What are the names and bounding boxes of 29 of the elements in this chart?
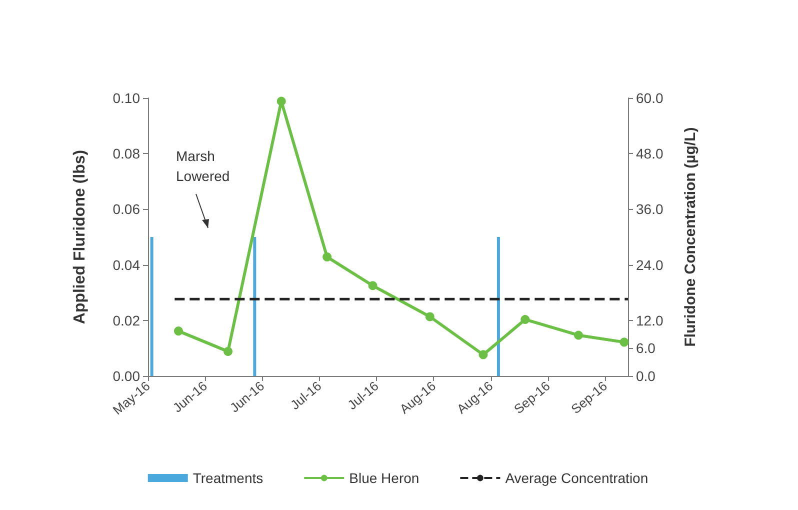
point — [478, 350, 488, 360]
point — [322, 252, 332, 262]
y2-tick-label: 36.0 — [636, 201, 664, 218]
annotation: Marsh Lowered — [176, 148, 230, 184]
legend-label: Average Concentration — [505, 470, 648, 486]
point — [574, 330, 583, 340]
point — [174, 326, 183, 336]
y-axis-title: Applied Fluridone (lbs) — [72, 150, 88, 324]
y2-tick-label: 6.0 — [636, 340, 656, 356]
y-tick-label: 0.02 — [112, 312, 140, 328]
y-tick-label: 0.08 — [112, 146, 140, 162]
point — [425, 312, 434, 322]
point — [368, 281, 378, 290]
legend-label: Blue Heron — [349, 470, 420, 486]
y2-tick-label: 12.0 — [636, 312, 664, 328]
y-tick-label: 0.06 — [112, 201, 140, 218]
point — [224, 346, 232, 356]
legend-label: Treatments — [192, 470, 264, 486]
y2-axis-title: Fluridone Concentration (µg/L) — [682, 127, 699, 347]
y-tick-label: 0.04 — [112, 256, 140, 273]
y2-tick-label: 60.0 — [636, 90, 664, 106]
point — [620, 338, 629, 347]
y-tick-label: 0.10 — [112, 90, 140, 106]
y2-tick-label: 24.0 — [636, 256, 664, 273]
y2-tick-label: 48.0 — [636, 146, 664, 162]
point — [520, 314, 530, 324]
y2-tick-label: 0.0 — [636, 368, 656, 384]
y-tick-label: 0.00 — [112, 368, 140, 384]
point — [276, 96, 286, 106]
